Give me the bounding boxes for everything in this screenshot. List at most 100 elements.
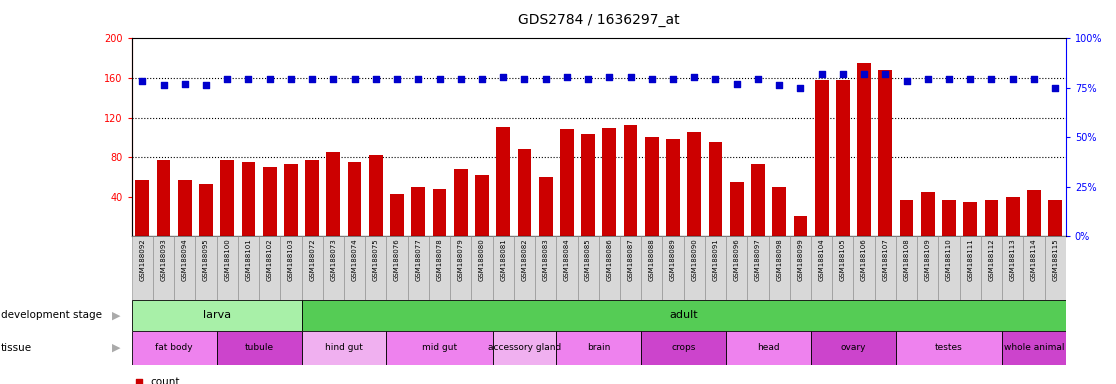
Bar [369, 155, 383, 236]
Point [685, 74, 703, 80]
Text: brain: brain [587, 343, 610, 353]
Text: crops: crops [672, 343, 696, 353]
Bar [642, 236, 663, 300]
Bar [896, 236, 917, 300]
Text: accessory gland: accessory gland [488, 343, 561, 353]
Bar [412, 187, 425, 236]
Point [876, 71, 894, 77]
Point [134, 78, 152, 84]
Point [812, 71, 830, 77]
Text: GSM188107: GSM188107 [883, 238, 888, 281]
Bar [684, 236, 705, 300]
Bar [156, 160, 171, 236]
Bar [132, 236, 153, 300]
Bar [811, 331, 896, 365]
Point [367, 76, 385, 82]
Bar [687, 132, 701, 236]
Point [558, 74, 576, 80]
Bar [344, 236, 365, 300]
Bar [645, 137, 658, 236]
Text: GSM188082: GSM188082 [521, 238, 528, 281]
Text: GSM188088: GSM188088 [648, 238, 655, 281]
Point [219, 76, 237, 82]
Text: fat body: fat body [155, 343, 193, 353]
Bar [454, 169, 468, 236]
Text: GSM188090: GSM188090 [691, 238, 698, 281]
Bar [386, 331, 492, 365]
Text: hind gut: hind gut [325, 343, 363, 353]
Point [282, 76, 300, 82]
Bar [793, 217, 807, 236]
Point [198, 82, 215, 88]
Bar [666, 139, 680, 236]
Bar [132, 300, 301, 331]
Point [749, 76, 767, 82]
Point [622, 74, 639, 80]
Text: GSM188105: GSM188105 [840, 238, 846, 281]
Text: tissue: tissue [1, 343, 32, 353]
Bar [663, 236, 684, 300]
Bar [177, 180, 192, 236]
Text: GSM188109: GSM188109 [925, 238, 931, 281]
Bar [518, 149, 531, 236]
Text: ▶: ▶ [112, 343, 121, 353]
Point [897, 78, 915, 84]
Point [600, 74, 618, 80]
Bar [939, 236, 960, 300]
Point [452, 76, 470, 82]
Bar [620, 236, 642, 300]
Bar [497, 127, 510, 236]
Bar [1045, 236, 1066, 300]
Text: GSM188094: GSM188094 [182, 238, 187, 281]
Bar [727, 331, 811, 365]
Bar [833, 236, 854, 300]
Text: GSM188103: GSM188103 [288, 238, 294, 281]
Bar [199, 184, 213, 236]
Text: GSM188083: GSM188083 [542, 238, 549, 281]
Point [537, 76, 555, 82]
Text: GSM188106: GSM188106 [862, 238, 867, 281]
Bar [815, 80, 828, 236]
Bar [642, 331, 727, 365]
Bar [407, 236, 429, 300]
Bar [306, 160, 319, 236]
Text: GSM188093: GSM188093 [161, 238, 166, 281]
Point [155, 82, 173, 88]
Bar [433, 189, 446, 236]
Bar [878, 70, 892, 236]
Text: testes: testes [935, 343, 963, 353]
Point [388, 76, 406, 82]
Bar [301, 236, 323, 300]
Point [579, 76, 597, 82]
Text: GSM188101: GSM188101 [246, 238, 251, 281]
Bar [1002, 331, 1066, 365]
Bar [259, 236, 280, 300]
Bar [475, 175, 489, 236]
Bar [1027, 190, 1041, 236]
Text: GSM188085: GSM188085 [585, 238, 591, 281]
Bar [1006, 197, 1020, 236]
Text: GSM188108: GSM188108 [904, 238, 910, 281]
Text: development stage: development stage [1, 310, 103, 320]
Point [1024, 76, 1042, 82]
Bar [365, 236, 386, 300]
Text: GSM188099: GSM188099 [798, 238, 804, 281]
Text: GSM188074: GSM188074 [352, 238, 357, 281]
Text: GSM188089: GSM188089 [670, 238, 676, 281]
Text: GSM188081: GSM188081 [500, 238, 507, 281]
Text: GSM188115: GSM188115 [1052, 238, 1058, 281]
Text: GSM188072: GSM188072 [309, 238, 315, 281]
Point [1003, 76, 1021, 82]
Text: ▶: ▶ [112, 310, 121, 320]
Bar [875, 236, 896, 300]
Bar [772, 187, 786, 236]
Point [664, 76, 682, 82]
Text: GSM188078: GSM188078 [436, 238, 443, 281]
Text: GSM188096: GSM188096 [733, 238, 740, 281]
Text: head: head [758, 343, 780, 353]
Text: GSM188104: GSM188104 [819, 238, 825, 281]
Text: GSM188087: GSM188087 [627, 238, 634, 281]
Bar [535, 236, 556, 300]
Text: mid gut: mid gut [422, 343, 458, 353]
Text: GSM188073: GSM188073 [330, 238, 336, 281]
